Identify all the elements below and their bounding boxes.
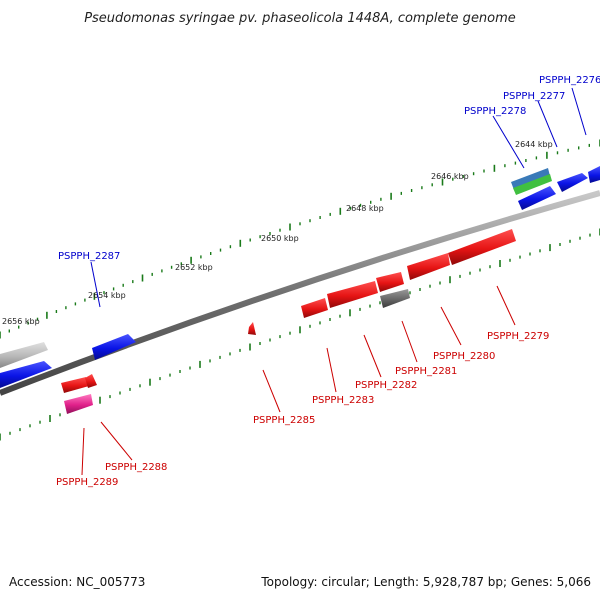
map-title: Pseudomonas syringae pv. phaseolicola 14… [84, 11, 516, 26]
gene-2287 [92, 334, 136, 360]
gene-labels: PSPPH_2276 PSPPH_2277 PSPPH_2278 PSPPH_2… [56, 75, 600, 488]
genome-summary-text: Topology: circular; Length: 5,928,787 bp… [260, 575, 591, 589]
gene-label-2281: PSPPH_2281 [395, 366, 457, 377]
gene-2278-a [511, 168, 550, 190]
inner-scale-track [0, 228, 600, 441]
gene-label-2276: PSPPH_2276 [539, 75, 600, 86]
gene-2288 [61, 377, 89, 393]
scale-label-2648: 2648 kbp [346, 204, 384, 213]
outer-scale-track [0, 139, 600, 339]
gene-blue-2643 [518, 186, 556, 210]
gene-blue-2657 [0, 361, 52, 388]
scale-label-2654: 2654 kbp [88, 291, 126, 300]
scale-label-2646: 2646 kbp [431, 172, 469, 181]
gene-2282 [327, 281, 378, 308]
gene-label-2283: PSPPH_2283 [312, 395, 374, 406]
scale-label-2652: 2652 kbp [175, 263, 213, 272]
accession-text: Accession: NC_005773 [9, 575, 145, 589]
gene-2277 [557, 173, 588, 192]
gene-label-2282: PSPPH_2282 [355, 380, 417, 391]
gene-2278-b [513, 174, 552, 195]
gene-2282-pseudo [380, 289, 410, 308]
gene-label-2288: PSPPH_2288 [105, 462, 167, 473]
label-leader-lines [81, 87, 587, 476]
gene-2281 [376, 272, 404, 292]
scale-label-2644: 2644 kbp [515, 140, 553, 149]
gene-2279 [448, 229, 516, 265]
gene-2285 [248, 322, 256, 335]
gene-label-2278: PSPPH_2278 [464, 106, 526, 117]
reverse-strand-genes [61, 229, 516, 414]
gene-2280 [407, 253, 450, 280]
scale-label-2650: 2650 kbp [261, 234, 299, 243]
gene-label-2280: PSPPH_2280 [433, 351, 495, 362]
forward-strand-genes [0, 166, 600, 388]
genome-backbone [0, 190, 600, 396]
scale-label-2656: 2656 kbp [2, 317, 40, 326]
gene-label-2289: PSPPH_2289 [56, 477, 118, 488]
gene-label-2279: PSPPH_2279 [487, 331, 549, 342]
gene-2283 [301, 298, 328, 318]
gene-2288-b [85, 374, 97, 388]
gene-label-2277: PSPPH_2277 [503, 91, 565, 102]
gene-2276 [588, 166, 600, 183]
gene-2289 [64, 394, 93, 414]
gene-label-2285: PSPPH_2285 [253, 415, 315, 426]
gene-label-2287: PSPPH_2287 [58, 251, 120, 262]
gene-grey-2656 [0, 342, 48, 368]
